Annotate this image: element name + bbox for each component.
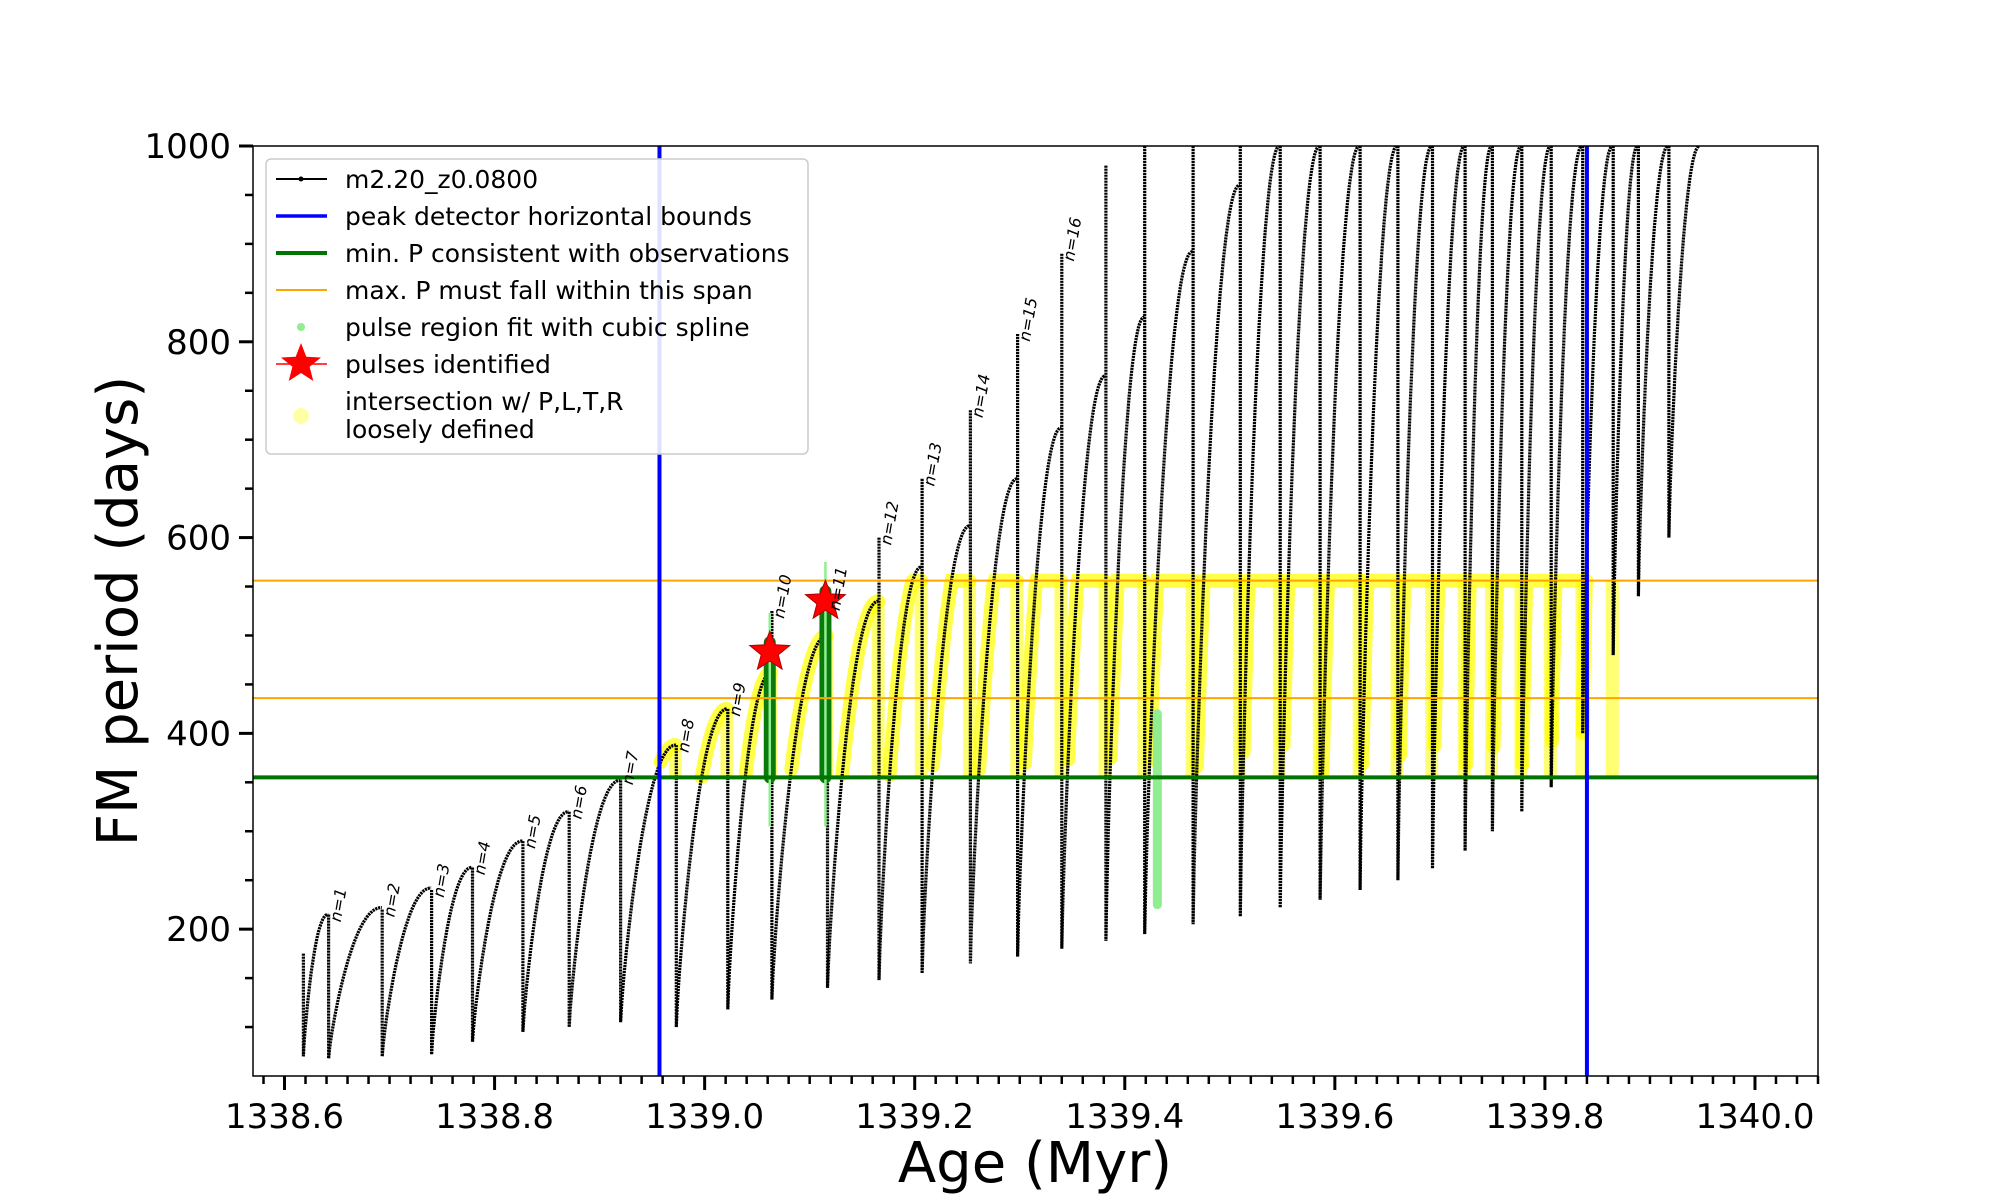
track-segment-7: [567, 778, 621, 1028]
pulse-label-15: n=15: [1015, 296, 1041, 343]
track-segment-30: [1549, 146, 1583, 788]
track-segment-11: [770, 611, 828, 1000]
pulse-star-1: [748, 629, 792, 671]
track-segment-29: [1520, 146, 1552, 812]
legend-label-bounds: peak detector horizontal bounds: [345, 202, 752, 231]
track-segment-12: [825, 599, 879, 988]
pulse-label-4: n=4: [470, 840, 495, 877]
track-segment-1: [301, 912, 329, 1057]
track-segment-21: [1238, 146, 1280, 917]
pulse-label-16: n=16: [1059, 216, 1085, 263]
track-segment-17: [1060, 253, 1106, 949]
track-segment-19: [1143, 146, 1193, 935]
x-axis-label: Age (Myr): [898, 1131, 1172, 1196]
track-segment-28: [1490, 146, 1522, 832]
pulse-label-6: n=6: [566, 784, 591, 821]
track-segment-22: [1278, 146, 1320, 908]
track-segment-23: [1318, 146, 1360, 900]
x-tick-label: 1338.6: [225, 1097, 344, 1137]
legend-label-min-p: min. P consistent with observations: [345, 239, 790, 268]
track-segment-27: [1463, 146, 1493, 851]
track-segment-4: [430, 865, 473, 1055]
track-segment-24: [1358, 146, 1398, 891]
pulse-label-12: n=12: [876, 500, 902, 547]
pulse-label-8: n=8: [674, 717, 699, 754]
track-segment-3: [380, 886, 432, 1057]
plot-frame: [252, 145, 1819, 1077]
y-tick-label: 200: [166, 910, 231, 950]
legend-frame: [265, 158, 809, 455]
track-segment-15: [968, 410, 1018, 964]
x-tick-label: 1338.8: [435, 1097, 554, 1137]
track-segment-18: [1104, 165, 1145, 941]
track-segment-31: [1581, 146, 1613, 734]
track-segment-14: [920, 478, 970, 974]
y-tick-label: 400: [166, 714, 231, 754]
legend-handle-intersection: [293, 408, 309, 424]
x-tick-label: 1339.4: [1065, 1097, 1184, 1137]
x-tick-label: 1340.0: [1695, 1097, 1814, 1137]
track-segment-25: [1396, 146, 1433, 881]
y-axis-label: FM period (days): [86, 376, 151, 846]
legend-handle-track-marker: [298, 176, 304, 182]
track-segment-2: [327, 906, 382, 1059]
pulse-label-3: n=3: [429, 862, 454, 899]
x-tick-label: 1339.0: [645, 1097, 764, 1137]
track-segment-33: [1636, 146, 1669, 597]
x-tick-label: 1339.8: [1485, 1097, 1604, 1137]
legend-label-pulse-star: pulses identified: [345, 350, 551, 379]
reference-lines-layer: [253, 146, 1818, 1076]
axes: 1338.6 1338.8 1339.0 1339.2 1339.4 1339.6 1339…: [144, 127, 1820, 1137]
legend-handle-spline: [297, 323, 305, 331]
track-segment-6: [521, 810, 569, 1033]
pulse-label-2: n=2: [379, 882, 404, 919]
x-tick-label: 1339.2: [855, 1097, 974, 1137]
y-tick-label: 1000: [144, 127, 231, 167]
track-segment-20: [1191, 146, 1240, 925]
track-segment-26: [1430, 146, 1465, 869]
pulse-label-11: n=11: [825, 565, 851, 612]
legend-label-intersection-line2: loosely defined: [345, 415, 535, 444]
legend-label-track: m2.20_z0.0800: [345, 165, 538, 194]
pulse-stars-layer: [748, 578, 847, 671]
pulse-star-2: [804, 578, 847, 620]
y-tick-label: 600: [166, 519, 231, 559]
track-segment-8: [619, 743, 676, 1023]
x-tick-label: 1339.6: [1275, 1097, 1394, 1137]
legend-label-max-p: max. P must fall within this span: [345, 276, 753, 305]
track-layer: [301, 146, 1700, 1059]
track-segment-13: [877, 537, 922, 981]
pulse-label-9: n=9: [725, 681, 750, 718]
track-segment-32: [1611, 146, 1639, 656]
pulse-label-1: n=1: [326, 887, 351, 924]
pulse-label-7: n=7: [618, 749, 643, 786]
legend-handle-star: [281, 343, 321, 381]
track-segment-16: [1016, 334, 1062, 957]
pulse-label-13: n=13: [919, 441, 945, 488]
y-tick-label: 800: [166, 323, 231, 363]
track-segment-34: [1667, 146, 1700, 538]
track-segment-5: [470, 839, 523, 1042]
pulse-label-5: n=5: [520, 813, 545, 850]
legend-label-intersection: intersection w/ P,L,T,R: [345, 387, 624, 416]
pulse-label-14: n=14: [968, 372, 994, 419]
legend-label-spline: pulse region fit with cubic spline: [345, 313, 750, 342]
